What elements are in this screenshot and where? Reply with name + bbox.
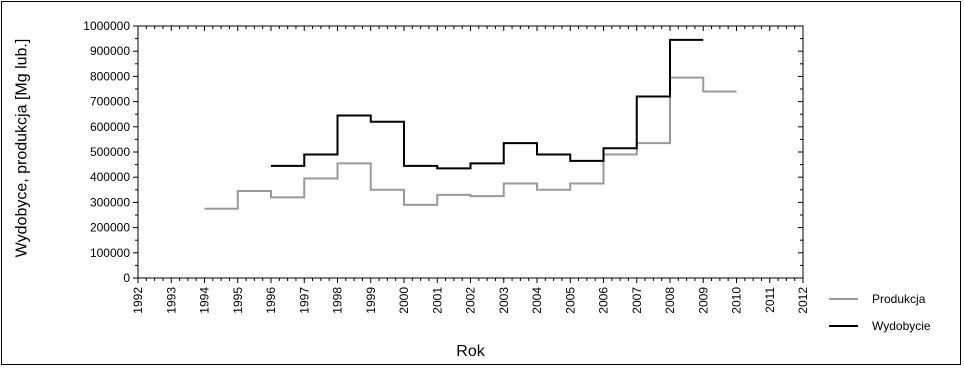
plot-border <box>137 25 804 279</box>
y-tick-label: 700000 <box>90 95 130 109</box>
x-tick-label: 1993 <box>164 287 178 314</box>
x-tick-label: 2008 <box>663 287 677 314</box>
x-tick-label: 2009 <box>696 287 710 314</box>
x-tick-label: 2001 <box>430 287 444 314</box>
y-tick-label: 800000 <box>90 69 130 83</box>
legend-label-wydobycie: Wydobycie <box>872 319 931 333</box>
x-tick-label: 2012 <box>796 287 810 314</box>
x-tick-label: 2000 <box>397 287 411 314</box>
legend: Produkcja Wydobycie <box>829 292 931 333</box>
x-tick-label: 2006 <box>597 287 611 314</box>
y-tick-label: 1000000 <box>83 19 130 33</box>
x-tick-label: 2010 <box>730 287 744 314</box>
y-tick-label: 900000 <box>90 44 130 58</box>
x-axis-ticks: 1992 1993 1994 1995 1996 1997 1998 1999 2000 2001… <box>131 26 810 314</box>
x-tick-label: 1998 <box>331 287 345 314</box>
y-tick-label: 500000 <box>90 145 130 159</box>
y-tick-label: 600000 <box>90 120 130 134</box>
x-tick-label: 1995 <box>231 287 245 314</box>
x-axis-label: Rok <box>456 343 485 360</box>
x-tick-label: 2011 <box>763 287 777 313</box>
legend-label-produkcja: Produkcja <box>872 292 926 306</box>
y-tick-label: 400000 <box>90 170 130 184</box>
y-tick-label: 100000 <box>90 246 130 260</box>
x-tick-label: 1997 <box>297 287 311 314</box>
x-tick-label: 2005 <box>563 287 577 314</box>
x-tick-label: 1994 <box>198 287 212 314</box>
y-axis-ticks: 0 100000 200000 300000 400000 500000 600000 700… <box>83 19 803 285</box>
x-tick-label: 1999 <box>364 287 378 314</box>
y-axis-label: Wydobyce, produkcja [Mg lub.] <box>14 39 31 258</box>
y-tick-label: 0 <box>123 271 130 285</box>
series-layer <box>204 38 737 210</box>
x-tick-label: 2007 <box>630 287 644 314</box>
x-tick-label: 1992 <box>131 287 145 314</box>
x-tick-label: 1996 <box>264 287 278 314</box>
plot-area <box>137 25 804 279</box>
series-line-wydobycie <box>271 38 704 170</box>
x-tick-label: 2004 <box>530 287 544 314</box>
y-tick-label: 300000 <box>90 195 130 209</box>
x-tick-label: 2003 <box>497 287 511 314</box>
y-tick-label: 200000 <box>90 221 130 235</box>
x-tick-label: 2002 <box>464 287 478 314</box>
